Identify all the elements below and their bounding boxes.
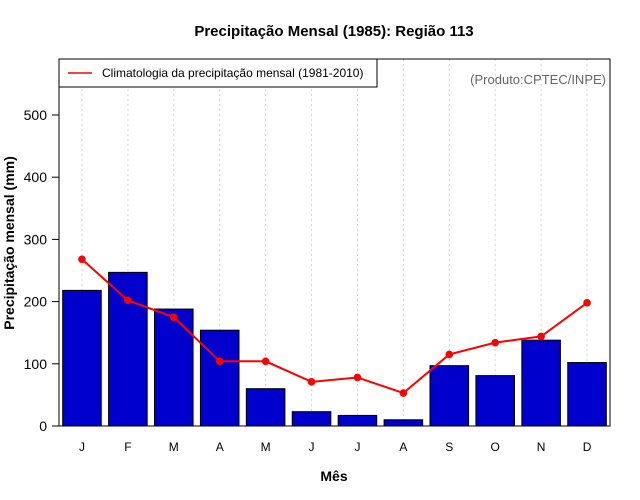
climatology-point-2 <box>169 313 178 321</box>
y-tick-label: 0 <box>39 418 47 434</box>
climatology-point-3 <box>215 357 224 366</box>
x-axis-title: Mês <box>320 468 347 484</box>
bar-6 <box>337 414 378 427</box>
credit-text: (Produto:CPTEC/INPE) <box>470 72 606 87</box>
bar-0 <box>62 289 102 427</box>
y-tick-label: 400 <box>24 169 48 185</box>
x-tick-label: A <box>216 440 224 454</box>
climatology-point-11 <box>583 299 591 307</box>
chart-title: Precipitação Mensal (1985): Região 113 <box>194 23 473 40</box>
x-tick-label: F <box>124 440 131 454</box>
climatology-point-0 <box>78 255 86 264</box>
bar-2 <box>154 308 194 427</box>
climatology-point-5 <box>307 378 316 386</box>
y-tick-label: 200 <box>24 294 48 310</box>
x-tick-label: N <box>537 440 546 454</box>
x-tick-label: J <box>354 440 360 454</box>
bar-8 <box>429 365 470 427</box>
y-tick-label: 100 <box>24 356 48 372</box>
climatology-point-1 <box>124 296 132 305</box>
legend-label: Climatologia da precipitação mensal (198… <box>102 66 363 80</box>
climatology-point-4 <box>261 357 270 366</box>
legend-box <box>58 58 378 88</box>
y-axis-title: Precipitação mensal (mm) <box>1 156 17 330</box>
bar-11 <box>567 362 607 427</box>
climatology-point-8 <box>445 350 454 359</box>
climatology-point-10 <box>537 332 545 341</box>
bar-4 <box>245 388 286 427</box>
climatology-point-7 <box>399 389 408 397</box>
y-axis: 0 100 200 300 400 500 <box>24 107 59 434</box>
y-tick-label: 500 <box>24 107 48 123</box>
x-tick-label: M <box>261 440 271 454</box>
bar-10 <box>521 339 561 427</box>
bar-3 <box>199 329 240 427</box>
y-tick-label: 300 <box>24 231 48 247</box>
bar-series <box>62 271 607 427</box>
legend: Climatologia da precipitação mensal (198… <box>58 58 378 88</box>
bar-9 <box>475 375 515 427</box>
x-tick-label: A <box>399 440 407 454</box>
x-tick-label: M <box>169 440 179 454</box>
bar-5 <box>291 411 332 427</box>
x-tick-label: O <box>491 440 500 454</box>
bar-1 <box>108 271 148 427</box>
climatology-point-9 <box>491 338 500 347</box>
x-tick-label: J <box>309 440 315 454</box>
climatology-line <box>81 258 588 395</box>
x-tick-label: D <box>583 440 592 454</box>
climatology-series <box>78 255 591 397</box>
climatology-point-6 <box>353 373 362 382</box>
x-tick-label: S <box>445 440 453 454</box>
bar-7 <box>383 419 424 427</box>
x-tick-label: J <box>79 440 85 454</box>
